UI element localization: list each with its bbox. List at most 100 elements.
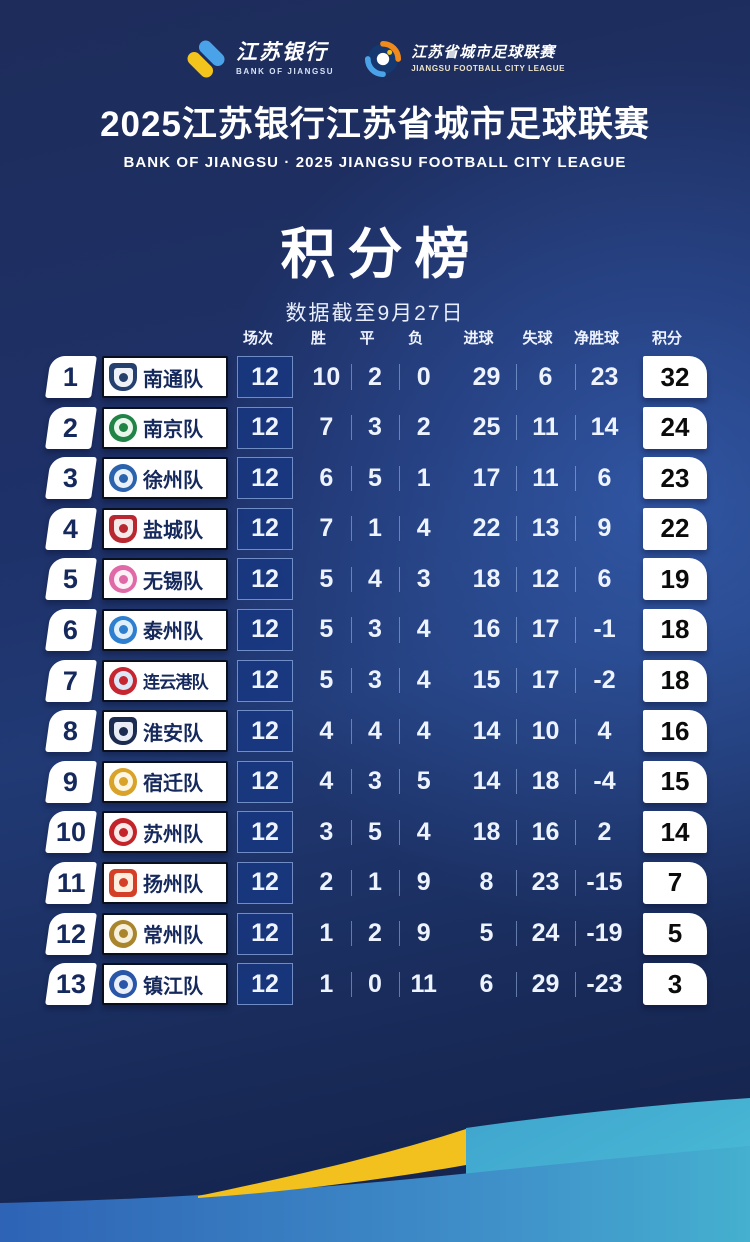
team-logo-icon (108, 868, 138, 898)
bank-name-en: BANK OF JIANGSU (235, 67, 335, 77)
team-logo-icon (108, 413, 138, 443)
page-title: 2025江苏银行江苏省城市足球联赛 (100, 105, 650, 144)
col-points: 积分 (651, 329, 682, 347)
win-cell: 1 (319, 969, 334, 998)
rank-badge: 3 (45, 457, 97, 500)
draw-cell: 5 (350, 457, 400, 499)
draw-cell: 5 (350, 811, 400, 853)
team-cell: 连云港队 (102, 659, 228, 702)
points-cell: 15 (643, 760, 707, 803)
table-row: 6 泰州队 12 5 3 4 16 17 -1 18 (45, 608, 708, 651)
table-body: 1 南通队 12 10 2 0 29 6 23 32 (45, 356, 708, 1006)
wdl-group: 2 1 9 (302, 862, 448, 904)
win-cell: 6 (319, 463, 334, 492)
points-cell: 5 (643, 912, 707, 955)
played-cell: 12 (237, 811, 293, 854)
rank-number: 1 (63, 361, 79, 392)
wdl-group: 7 3 2 (302, 407, 448, 449)
draw-cell: 2 (350, 913, 400, 955)
rank-number: 5 (63, 563, 79, 594)
goals-against-cell: 6 (516, 356, 575, 398)
draw-cell: 2 (350, 356, 400, 398)
goal-diff-cell: -2 (575, 660, 634, 702)
goals-against-cell: 23 (516, 862, 575, 904)
team-name: 宿迁队 (143, 773, 203, 796)
loss-cell: 4 (399, 811, 448, 853)
goals-against-cell: 29 (516, 963, 575, 1005)
points-cell: 22 (643, 507, 707, 550)
rank-number: 4 (63, 513, 79, 544)
played-cell: 12 (237, 406, 293, 449)
draw-cell: 0 (350, 963, 400, 1005)
goal-diff-cell: 2 (575, 811, 634, 853)
rank-badge: 11 (45, 861, 97, 904)
loss-cell: 11 (399, 963, 448, 1005)
rank-number: 13 (55, 968, 87, 999)
points-cell: 16 (643, 710, 707, 753)
goal-diff-cell: -1 (575, 609, 634, 651)
goals-for-cell: 17 (472, 463, 501, 492)
win-cell: 1 (319, 919, 334, 948)
goals-for-cell: 8 (479, 868, 494, 897)
goals-group: 22 13 9 (457, 508, 634, 550)
rank-badge: 5 (45, 558, 97, 601)
played-cell: 12 (237, 558, 293, 601)
rank-badge: 6 (45, 608, 97, 651)
goals-against-cell: 11 (516, 407, 575, 449)
team-name: 泰州队 (143, 621, 203, 644)
goal-diff-cell: -4 (575, 761, 634, 803)
goals-for-cell: 18 (472, 564, 501, 593)
goals-against-cell: 17 (516, 660, 575, 702)
col-loss: 负 (408, 329, 424, 347)
goals-group: 14 10 4 (457, 710, 634, 752)
rank-number: 3 (63, 462, 79, 493)
goals-against-cell: 12 (516, 558, 575, 600)
goals-for-cell: 18 (472, 817, 501, 846)
team-name: 南京队 (143, 419, 203, 442)
loss-cell: 4 (399, 609, 448, 651)
played-cell: 12 (237, 659, 293, 702)
goals-group: 6 29 -23 (457, 963, 634, 1005)
loss-cell: 3 (399, 558, 448, 600)
goals-group: 17 11 6 (457, 457, 634, 499)
goals-for-cell: 14 (472, 767, 501, 796)
goal-diff-cell: 23 (575, 356, 634, 398)
table-row: 13 镇江队 12 1 0 11 6 29 -23 3 (45, 963, 708, 1006)
goal-diff-cell: 4 (575, 710, 634, 752)
goal-diff-cell: -19 (575, 913, 634, 955)
table-row: 3 徐州队 12 6 5 1 17 11 6 23 (45, 457, 708, 500)
rank-badge: 2 (45, 406, 97, 449)
goals-for-cell: 5 (479, 919, 494, 948)
rank-badge: 13 (45, 963, 97, 1006)
team-name: 淮安队 (143, 722, 203, 745)
team-name: 盐城队 (143, 520, 203, 543)
team-logo-icon (108, 463, 138, 493)
played-cell: 12 (237, 457, 293, 500)
rank-badge: 8 (45, 710, 97, 753)
goals-against-cell: 10 (516, 710, 575, 752)
goals-for-cell: 14 (472, 716, 501, 745)
goals-for-cell: 6 (479, 969, 494, 998)
team-cell: 徐州队 (102, 457, 228, 500)
team-cell: 无锡队 (102, 558, 228, 601)
goal-diff-cell: 6 (575, 558, 634, 600)
draw-cell: 1 (350, 508, 400, 550)
table-row: 7 连云港队 12 5 3 4 15 17 -2 18 (45, 659, 708, 702)
team-cell: 扬州队 (102, 861, 228, 904)
draw-cell: 3 (350, 407, 400, 449)
draw-cell: 4 (350, 558, 400, 600)
col-draw: 平 (359, 329, 375, 347)
goals-group: 14 18 -4 (457, 761, 634, 803)
wdl-group: 1 0 11 (302, 963, 448, 1005)
points-cell: 24 (643, 406, 707, 449)
goals-against-cell: 16 (516, 811, 575, 853)
team-logo-icon (108, 817, 138, 847)
points-cell: 32 (643, 356, 707, 398)
played-cell: 12 (237, 861, 293, 904)
win-cell: 10 (312, 362, 341, 391)
team-logo-icon (108, 362, 138, 392)
page-subtitle-en: BANK OF JIANGSU · 2025 JIANGSU FOOTBALL … (123, 154, 627, 171)
col-goal-diff: 净胜球 (573, 329, 619, 347)
rank-number: 12 (55, 918, 87, 949)
